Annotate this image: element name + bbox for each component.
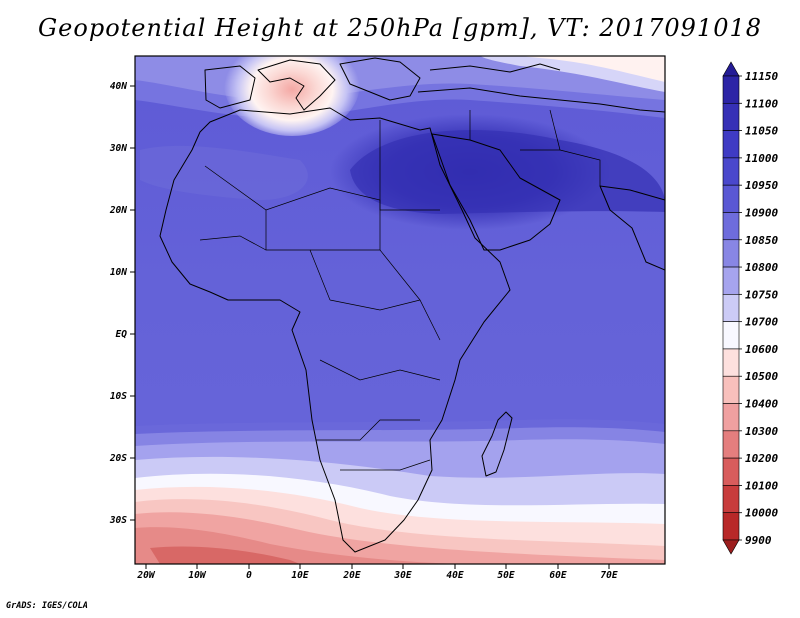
colorbar-label: 10500 <box>745 370 778 383</box>
y-axis-labels: 40N 30N 20N 10N EQ 10S 20S 30S <box>109 81 127 526</box>
grads-credit: GrADS: IGES/COLA <box>6 601 88 611</box>
colorbar-label: 11000 <box>745 152 778 165</box>
colorbar-label: 10200 <box>745 452 778 465</box>
height-field <box>135 56 665 564</box>
colorbar-cell <box>722 130 740 159</box>
y-tick-label: 10N <box>110 267 127 278</box>
y-tick-label: 20S <box>109 453 127 464</box>
colorbar-cell <box>722 157 740 186</box>
colorbar-label: 10800 <box>745 261 778 274</box>
colorbar-cell <box>722 75 740 104</box>
y-tick-label: EQ <box>116 329 128 340</box>
colorbar-label: 11100 <box>745 97 778 110</box>
colorbar-cell <box>722 239 740 268</box>
colorbar-label: 11150 <box>745 70 778 83</box>
colorbar-cell <box>722 485 740 514</box>
colorbar-label: 10300 <box>745 425 778 438</box>
x-axis-labels: 20W 10W 0 10E 20E 30E 40E 50E 60E 70E <box>136 570 617 581</box>
colorbar-label: 9900 <box>745 534 772 547</box>
x-tick-label: 20E <box>342 570 360 581</box>
x-tick-label: 40E <box>446 570 463 581</box>
y-tick-label: 10S <box>110 391 127 402</box>
colorbar-cell <box>722 184 740 213</box>
colorbar-label: 10750 <box>745 288 778 301</box>
tick-marks <box>130 85 610 569</box>
colorbar-cell <box>722 212 740 241</box>
colorbar-label: 10000 <box>745 507 778 520</box>
colorbar-cell <box>722 403 740 432</box>
colorbar-cell <box>722 294 740 322</box>
map-title: Geopotential Height at 250hPa [gpm], VT:… <box>38 14 762 42</box>
colorbar-cell <box>722 375 740 404</box>
colorbar-cell <box>722 539 740 555</box>
colorbar-cell <box>722 102 740 131</box>
colorbar-label: 10700 <box>745 316 778 329</box>
colorbar-label: 11050 <box>745 125 778 138</box>
colorbar-cell <box>722 457 740 486</box>
y-tick-label: 20N <box>109 205 127 216</box>
colorbar-label: 10100 <box>745 479 778 492</box>
colorbar-cell <box>722 430 740 459</box>
x-tick-label: 30E <box>393 570 411 581</box>
x-tick-label: 60E <box>549 570 566 581</box>
colorbar-label: 10900 <box>745 206 778 219</box>
plot-frame <box>134 55 666 565</box>
colorbar: 11150 11100 11050 11000 10950 10900 10850 10800… <box>722 61 778 555</box>
coastlines <box>159 57 665 553</box>
x-tick-label: 50E <box>497 570 514 581</box>
colorbar-cell <box>722 512 740 541</box>
colorbar-cell <box>722 61 740 77</box>
x-tick-label: 10E <box>291 570 308 581</box>
colorbar-cell <box>722 266 740 295</box>
colorbar-label: 10400 <box>745 398 778 411</box>
y-tick-label: 30N <box>109 143 127 154</box>
x-tick-label: 70E <box>600 570 617 581</box>
colorbar-cell <box>722 321 740 350</box>
y-tick-label: 40N <box>110 81 127 92</box>
y-tick-label: 30S <box>109 515 127 526</box>
x-tick-label: 20W <box>136 570 155 581</box>
x-tick-label: 10W <box>188 570 206 581</box>
country-borders <box>199 109 601 471</box>
colorbar-label: 10600 <box>745 343 778 356</box>
colorbar-cell <box>722 348 740 377</box>
colorbar-label: 10850 <box>745 234 778 247</box>
x-tick-label: 0 <box>246 570 252 581</box>
colorbar-label: 10950 <box>745 179 778 192</box>
